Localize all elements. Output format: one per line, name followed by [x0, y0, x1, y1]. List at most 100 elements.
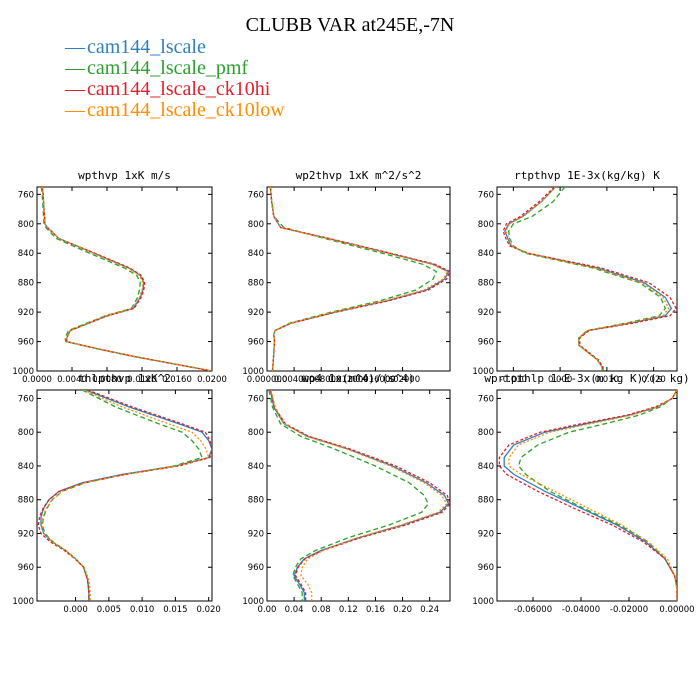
x-tick-label: 0.016000 [355, 375, 396, 385]
legend-item: — cam144_lscale_ck10hi [65, 79, 285, 100]
series-line-2 [268, 390, 430, 601]
y-tick-label: 760 [248, 190, 264, 200]
x-tick-label: 0.004000 [274, 375, 315, 385]
plot-frame [36, 186, 213, 372]
x-tick-label: 0.0080 [92, 375, 122, 385]
y-tick-label: 1000 [242, 597, 264, 607]
series-line-4 [269, 187, 449, 371]
series-line-4 [505, 187, 670, 371]
legend-item: — cam144_lscale [65, 37, 285, 58]
y-tick-label: 1000 [472, 367, 494, 377]
plot-frame [496, 389, 678, 602]
x-tick-label: 0.16 [366, 605, 385, 615]
x-tick-label: -0.010 [500, 375, 527, 385]
y-tick-label: 960 [478, 563, 494, 573]
y-tick-label: 960 [248, 338, 264, 348]
series-line-4 [41, 187, 212, 371]
y-tick-label: 1000 [242, 367, 264, 377]
y-tick-label: 960 [18, 338, 34, 348]
y-tick-label: 840 [248, 462, 264, 472]
legend-label: cam144_lscale [87, 36, 206, 58]
y-tick-label: 760 [478, 394, 494, 404]
y-tick-label: 800 [18, 428, 34, 438]
legend-item: — cam144_lscale_ck10low [65, 100, 285, 121]
chart-panel: wp4 1x(m^4)/(s^4)76080084088092096010000… [242, 372, 451, 615]
x-tick-label: 0.012000 [328, 375, 369, 385]
plot-title: wprtpthlp 1-E-3x(m kg K)/(s kg) [484, 372, 689, 385]
chart-panel: wprtpthlp 1-E-3x(m kg K)/(s kg) 760 800 840… [472, 372, 694, 615]
plot-frame [496, 186, 678, 372]
y-tick-label: 800 [18, 220, 34, 230]
y-tick-label: 760 [248, 394, 264, 404]
plot-frame [266, 186, 451, 372]
y-tick-label: 800 [248, 428, 264, 438]
series-line-3 [37, 390, 212, 601]
y-tick-label: 880 [18, 496, 34, 506]
y-tick-label: 1000 [472, 597, 494, 607]
x-tick-label: 0.020 [641, 375, 665, 385]
y-tick-label: 920 [478, 308, 494, 318]
legend-item: — cam144_lscale_pmf [65, 58, 285, 79]
series-line-2 [41, 390, 203, 601]
series-line-4 [270, 390, 448, 601]
y-tick-label: 800 [478, 428, 494, 438]
y-tick-label: 920 [18, 529, 34, 539]
x-tick-label: 0.000 [63, 605, 87, 615]
x-tick-label: -0.06000 [514, 605, 552, 615]
legend-label: cam144_lscale_ck10low [87, 99, 285, 121]
x-tick-label: 0.010 [130, 605, 154, 615]
plot-title: wp2thvp 1xK m^2/s^2 [296, 169, 422, 182]
chart-panel: thlpthvp 1xK^2 760 800 840 880 920 960 1000 0.00… [12, 372, 220, 615]
series-line-1 [269, 187, 450, 371]
series-line-3 [269, 187, 450, 371]
y-tick-label: 880 [478, 279, 494, 289]
series-line-1 [41, 187, 212, 371]
y-tick-label: 960 [478, 338, 494, 348]
y-tick-label: 920 [248, 529, 264, 539]
y-tick-label: 1000 [12, 367, 34, 377]
y-tick-label: 760 [18, 394, 34, 404]
y-tick-label: 920 [18, 308, 34, 318]
x-tick-label: 0.00000 [659, 605, 694, 615]
plot-title: thlpthvp 1xK^2 [78, 372, 171, 385]
x-tick-label: 0.24 [420, 605, 439, 615]
x-tick-label: -0.04000 [562, 605, 600, 615]
x-tick-label: 0.20 [393, 605, 412, 615]
x-tick-label: 0.008000 [301, 375, 342, 385]
legend-swatch: — [65, 36, 85, 58]
series-line-4 [41, 390, 210, 601]
x-tick-label: 0.0040 [57, 375, 87, 385]
series-line-3 [502, 187, 677, 371]
x-tick-label: 0.020 [197, 605, 221, 615]
x-tick-label: 0.00 [258, 605, 277, 615]
y-tick-label: 760 [18, 190, 34, 200]
x-tick-label: 0.0160 [162, 375, 192, 385]
series-line-1 [504, 187, 673, 371]
series-line-2 [269, 187, 438, 371]
series-line-2 [508, 187, 667, 371]
y-tick-label: 800 [478, 220, 494, 230]
y-tick-label: 840 [248, 249, 264, 259]
series-line-2 [40, 187, 212, 371]
series-line-1 [269, 390, 450, 601]
y-tick-label: 840 [478, 462, 494, 472]
plot-title: rtpthvp 1E-3x(kg/kg) K [514, 169, 660, 182]
x-tick-label: -0.02000 [610, 605, 648, 615]
x-tick-label: 0.0120 [127, 375, 157, 385]
plot-frame [36, 389, 213, 602]
chart-panel: wp2thvp 1xK m^2/s^2 760 800 840 880 920 960 100… [242, 169, 451, 385]
legend-label: cam144_lscale_ck10hi [87, 78, 271, 100]
legend: — cam144_lscale — cam144_lscale_pmf — cam14… [65, 37, 285, 121]
x-tick-label: 0.015 [163, 605, 187, 615]
y-tick-label: 840 [18, 249, 34, 259]
legend-swatch: — [65, 57, 85, 79]
x-tick-label: 0.02000 [385, 375, 420, 385]
x-tick-label: 0.08 [312, 605, 331, 615]
series-line-3 [269, 390, 450, 601]
y-tick-label: 880 [478, 496, 494, 506]
legend-swatch: — [65, 99, 85, 121]
y-tick-label: 880 [248, 279, 264, 289]
series-line-3 [41, 187, 212, 371]
y-tick-label: 1000 [12, 597, 34, 607]
